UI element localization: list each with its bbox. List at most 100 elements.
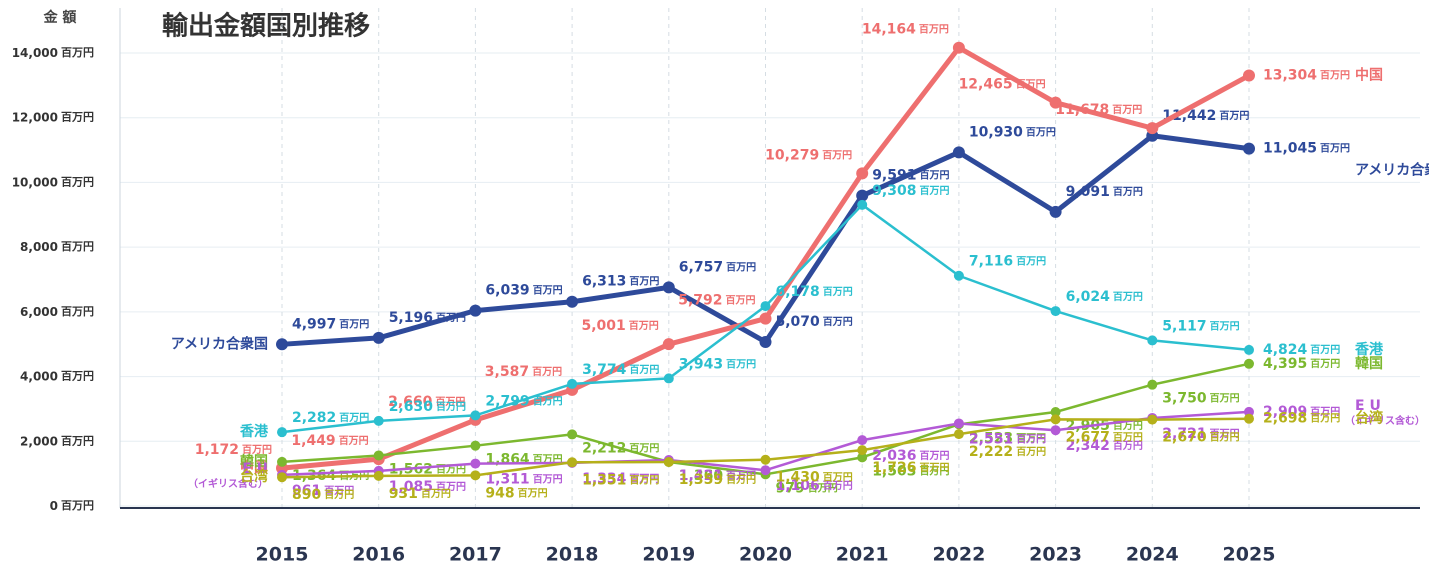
y-tick-value: 0	[50, 499, 58, 513]
unit: 百万円	[436, 312, 466, 324]
value-label: 2,799 百万円	[485, 393, 562, 409]
value-label: 13,304 百万円	[1263, 68, 1350, 84]
unit: 百万円	[1026, 126, 1056, 138]
point	[759, 312, 772, 325]
value-text: 1,864	[485, 452, 530, 468]
value-label: 961 百万円	[292, 483, 354, 499]
point	[1147, 414, 1158, 425]
unit: 百万円	[1320, 70, 1350, 82]
value-text: 1,334	[582, 471, 627, 487]
value-label: 1,430 百万円	[776, 470, 853, 486]
legend-label: 香港	[1354, 341, 1384, 358]
value-text: 7,116	[969, 254, 1013, 270]
value-text: 2,677	[1066, 429, 1110, 445]
point	[1147, 379, 1158, 390]
value-label: 2,630 百万円	[389, 399, 466, 415]
point	[663, 457, 674, 468]
value-label: 5,196 百万円	[389, 310, 466, 326]
value-text: 961	[292, 483, 321, 499]
unit: 百万円	[1016, 79, 1046, 91]
point	[663, 373, 674, 384]
value-text: 2,670	[1162, 430, 1207, 446]
value-label: 1,726 百万円	[872, 460, 949, 476]
value-label: 5,117 百万円	[1162, 318, 1239, 334]
unit: 百万円	[436, 481, 466, 493]
point	[1244, 413, 1254, 424]
value-label: 7,116 百万円	[969, 254, 1046, 270]
value-label: 5,001 百万円	[582, 318, 659, 334]
unit: 百万円	[1112, 104, 1142, 116]
value-label: 4,824 百万円	[1263, 342, 1340, 358]
unit: 百万円	[1113, 440, 1143, 452]
point	[662, 338, 675, 351]
value-text: 2,721	[1162, 426, 1206, 442]
value-label: 6,313 百万円	[582, 274, 659, 290]
value-label: 2,282 百万円	[292, 410, 369, 426]
point	[856, 189, 869, 202]
value-text: 1,085	[389, 479, 433, 495]
unit: 百万円	[629, 473, 659, 485]
value-label: 11,045 百万円	[1263, 141, 1350, 157]
series-name: 台湾	[240, 468, 268, 485]
unit: 百万円	[808, 482, 838, 494]
value-text: 4,824	[1263, 342, 1308, 358]
value-label: 948 百万円	[485, 485, 547, 501]
unit: 百万円	[61, 305, 94, 318]
point	[759, 335, 772, 348]
value-text: 4,395	[1263, 356, 1307, 372]
value-label: 1,106 百万円	[776, 478, 853, 494]
unit: 百万円	[339, 318, 369, 330]
value-label: 2,523 百万円	[969, 430, 1046, 446]
point	[277, 456, 287, 467]
unit: 百万円	[629, 474, 659, 486]
unit: 百万円	[1320, 143, 1350, 155]
legend-label: アメリカ合衆国	[1355, 162, 1429, 179]
unit: 百万円	[919, 462, 949, 474]
value-label: 2,551 百万円	[969, 431, 1046, 447]
value-label: 3,943 百万円	[679, 356, 756, 372]
value-text: 5,117	[1162, 318, 1206, 334]
unit: 百万円	[726, 295, 756, 307]
value-text: 2,660	[388, 394, 433, 410]
point	[566, 295, 579, 308]
chart-title: 輸出金額国別推移	[162, 11, 370, 42]
unit: 百万円	[1219, 110, 1249, 122]
value-label: 4,997 百万円	[292, 316, 369, 332]
legend-label: E U	[1355, 398, 1381, 414]
value-label: 890 百万円	[292, 487, 354, 503]
point	[857, 452, 868, 463]
unit: 百万円	[629, 320, 659, 332]
unit: 百万円	[1210, 320, 1240, 332]
value-text: 13,304	[1263, 68, 1317, 84]
value-label: 6,039 百万円	[485, 283, 562, 299]
value-label: 6,757 百万円	[679, 259, 756, 275]
value-label: 12,465 百万円	[959, 77, 1046, 93]
unit: 百万円	[629, 442, 659, 454]
unit: 百万円	[324, 485, 354, 497]
unit: 百万円	[1310, 358, 1340, 370]
x-tick-label: 2023	[1029, 544, 1082, 566]
unit: 百万円	[421, 488, 451, 500]
point	[277, 427, 287, 438]
value-text: 5,001	[582, 318, 626, 334]
unit: 百万円	[823, 480, 853, 492]
unit: 百万円	[61, 499, 94, 512]
unit: 百万円	[435, 396, 465, 408]
unit: 百万円	[533, 285, 563, 297]
value-text: 1,449	[291, 433, 335, 449]
value-text: 5,792	[678, 293, 722, 309]
value-text: 9,091	[1066, 184, 1110, 200]
point	[857, 445, 868, 456]
unit: 百万円	[61, 370, 94, 383]
unit: 百万円	[629, 364, 659, 376]
value-text: 11,442	[1162, 108, 1216, 124]
point	[760, 465, 771, 476]
point	[1244, 358, 1254, 369]
point	[470, 410, 481, 421]
unit: 百万円	[726, 470, 756, 482]
value-label: 9,091 百万円	[1066, 184, 1143, 200]
series-name: 香港	[239, 423, 269, 440]
value-text: 5,070	[776, 314, 821, 330]
series-name: 韓国	[240, 453, 268, 470]
unit: 百万円	[919, 185, 949, 197]
